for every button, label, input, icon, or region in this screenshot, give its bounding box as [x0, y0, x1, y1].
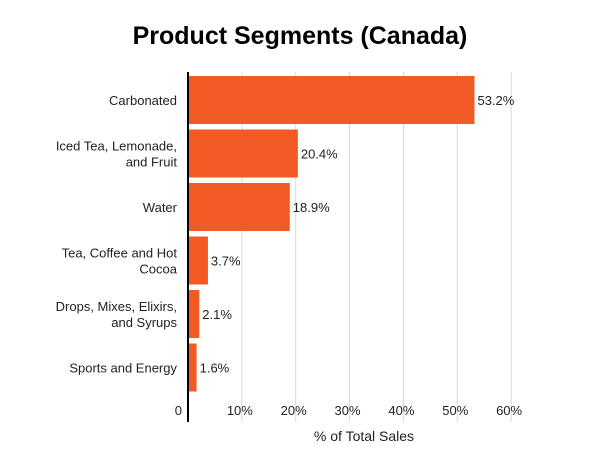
bar: [188, 236, 208, 285]
category-labels: Carbonated Iced Tea, Lemonade, and Fruit Wa…: [56, 93, 178, 376]
x-tick-label: 40%: [388, 403, 414, 418]
x-tick-label: 20%: [281, 403, 307, 418]
x-axis-label: % of Total Sales: [314, 428, 414, 444]
category-label: Sports and Energy: [69, 361, 177, 376]
bar: [188, 129, 298, 178]
x-tick-label: 60%: [496, 403, 522, 418]
category-label: Drops, Mixes, Elixirs, and Syrups: [56, 299, 178, 330]
data-label: 53.2%: [477, 93, 514, 108]
x-tick-label: 30%: [335, 403, 361, 418]
data-label: 20.4%: [301, 147, 338, 162]
value-labels: 53.2% 20.4% 18.9% 3.7% 2.1% 1.6%: [200, 93, 515, 376]
data-label: 2.1%: [202, 307, 232, 322]
category-label: Tea, Coffee and Hot Cocoa: [62, 246, 178, 277]
bar: [188, 183, 290, 231]
x-tick-label: 0: [175, 403, 182, 418]
data-label: 1.6%: [200, 361, 230, 376]
gridlines: [241, 72, 512, 422]
category-label: Water: [143, 200, 178, 215]
bars: [188, 76, 475, 392]
x-tick-labels: 0 10% 20% 30% 40% 50% 60%: [175, 403, 523, 418]
x-tick-label: 50%: [442, 403, 468, 418]
category-label: Carbonated: [109, 93, 177, 108]
data-label: 3.7%: [211, 254, 241, 269]
x-tick-label: 10%: [227, 403, 253, 418]
bar: [188, 76, 475, 124]
bar: [188, 290, 200, 338]
chart-title: Product Segments (Canada): [132, 22, 468, 50]
data-label: 18.9%: [293, 200, 330, 215]
category-label: Iced Tea, Lemonade, and Fruit: [56, 139, 178, 170]
bar: [188, 343, 197, 392]
